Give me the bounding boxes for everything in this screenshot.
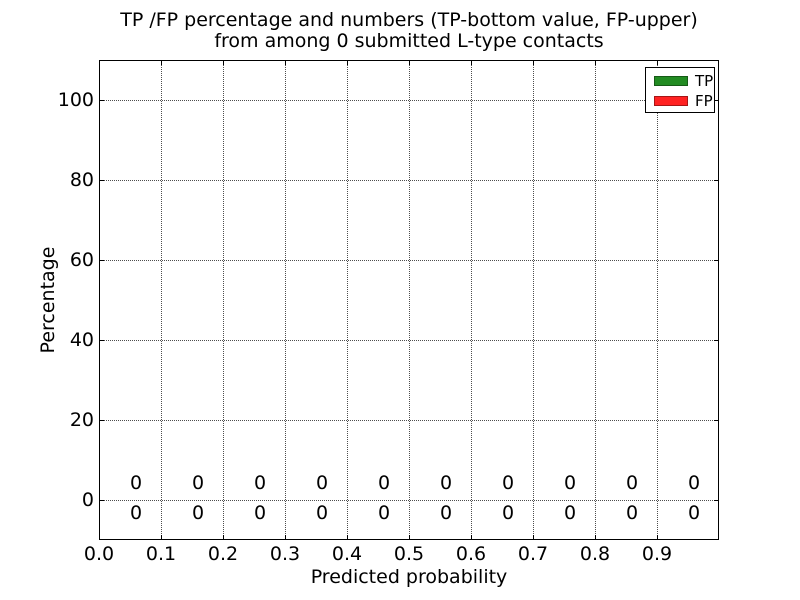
x-gridline <box>471 60 472 540</box>
x-tick-label: 0.3 <box>269 543 301 565</box>
tp-count-label: 0 <box>377 502 391 524</box>
x-gridline <box>347 60 348 540</box>
y-tick-left <box>99 420 104 421</box>
x-tick-label: 0.5 <box>393 543 425 565</box>
tp-count-label: 0 <box>315 502 329 524</box>
x-tick-label: 0.2 <box>207 543 239 565</box>
chart-title: TP /FP percentage and numbers (TP-bottom… <box>9 10 800 52</box>
tp-count-label: 0 <box>129 502 143 524</box>
x-gridline <box>595 60 596 540</box>
x-tick-bottom <box>223 535 224 540</box>
x-tick-top <box>99 60 100 65</box>
fp-count-label: 0 <box>625 472 639 494</box>
y-tick-right <box>714 420 719 421</box>
y-axis-label: Percentage <box>37 246 59 354</box>
x-tick-top <box>285 60 286 65</box>
x-tick-top <box>347 60 348 65</box>
tp-count-label: 0 <box>687 502 701 524</box>
x-tick-label: 0.9 <box>641 543 673 565</box>
tp-count-label: 0 <box>253 502 267 524</box>
x-gridline <box>533 60 534 540</box>
y-tick-left <box>99 500 104 501</box>
tp-count-label: 0 <box>563 502 577 524</box>
x-tick-bottom <box>657 535 658 540</box>
y-tick-left <box>99 340 104 341</box>
x-tick-top <box>657 60 658 65</box>
x-gridline <box>285 60 286 540</box>
x-tick-label: 0.6 <box>455 543 487 565</box>
tp-count-label: 0 <box>439 502 453 524</box>
legend-entry-fp: FP <box>646 91 714 111</box>
x-gridline <box>161 60 162 540</box>
legend-label-fp: FP <box>695 92 713 110</box>
x-tick-label: 0.8 <box>579 543 611 565</box>
fp-count-label: 0 <box>439 472 453 494</box>
tp-count-label: 0 <box>625 502 639 524</box>
fp-count-label: 0 <box>563 472 577 494</box>
y-tick-label: 100 <box>57 89 94 111</box>
x-tick-label: 0.1 <box>145 543 177 565</box>
y-tick-left <box>99 260 104 261</box>
y-tick-right <box>714 180 719 181</box>
x-tick-top <box>595 60 596 65</box>
x-tick-top <box>533 60 534 65</box>
fp-count-label: 0 <box>501 472 515 494</box>
y-tick-label: 60 <box>69 249 94 271</box>
legend-entry-tp: TP <box>646 71 714 91</box>
y-tick-label: 20 <box>69 409 94 431</box>
legend-swatch-fp-icon <box>654 96 688 106</box>
x-tick-top <box>161 60 162 65</box>
plot-area: 0 0 0 0 0 0 0 0 0 0 0 0 0 0 0 0 0 0 0 0 <box>99 60 719 540</box>
fp-count-label: 0 <box>315 472 329 494</box>
x-tick-bottom <box>471 535 472 540</box>
x-tick-top <box>223 60 224 65</box>
x-tick-bottom <box>99 535 100 540</box>
chart-title-line2: from among 0 submitted L-type contacts <box>214 30 604 52</box>
x-tick-bottom <box>161 535 162 540</box>
fp-count-label: 0 <box>253 472 267 494</box>
fp-count-label: 0 <box>191 472 205 494</box>
x-gridline <box>223 60 224 540</box>
x-axis-label: Predicted probability <box>310 566 508 588</box>
fp-count-label: 0 <box>377 472 391 494</box>
y-tick-label: 0 <box>81 489 94 511</box>
y-tick-label: 80 <box>69 169 94 191</box>
x-tick-bottom <box>285 535 286 540</box>
x-gridline <box>409 60 410 540</box>
fp-count-label: 0 <box>687 472 701 494</box>
tp-count-label: 0 <box>501 502 515 524</box>
y-tick-right <box>714 100 719 101</box>
chart-title-line1: TP /FP percentage and numbers (TP-bottom… <box>120 9 698 31</box>
legend-label-tp: TP <box>695 72 714 90</box>
y-tick-right <box>714 340 719 341</box>
x-tick-label: 0.0 <box>83 543 115 565</box>
x-tick-top <box>471 60 472 65</box>
x-tick-label: 0.7 <box>517 543 549 565</box>
x-tick-label: 0.4 <box>331 543 363 565</box>
x-tick-bottom <box>347 535 348 540</box>
x-tick-bottom <box>533 535 534 540</box>
y-tick-right <box>714 500 719 501</box>
y-tick-left <box>99 100 104 101</box>
tp-count-label: 0 <box>191 502 205 524</box>
y-tick-label: 40 <box>69 329 94 351</box>
legend: TP FP <box>645 67 715 113</box>
x-tick-bottom <box>409 535 410 540</box>
x-tick-top <box>409 60 410 65</box>
x-gridline <box>657 60 658 540</box>
legend-swatch-tp-icon <box>654 76 688 86</box>
y-tick-right <box>714 260 719 261</box>
y-tick-left <box>99 180 104 181</box>
x-tick-bottom <box>595 535 596 540</box>
fp-count-label: 0 <box>129 472 143 494</box>
